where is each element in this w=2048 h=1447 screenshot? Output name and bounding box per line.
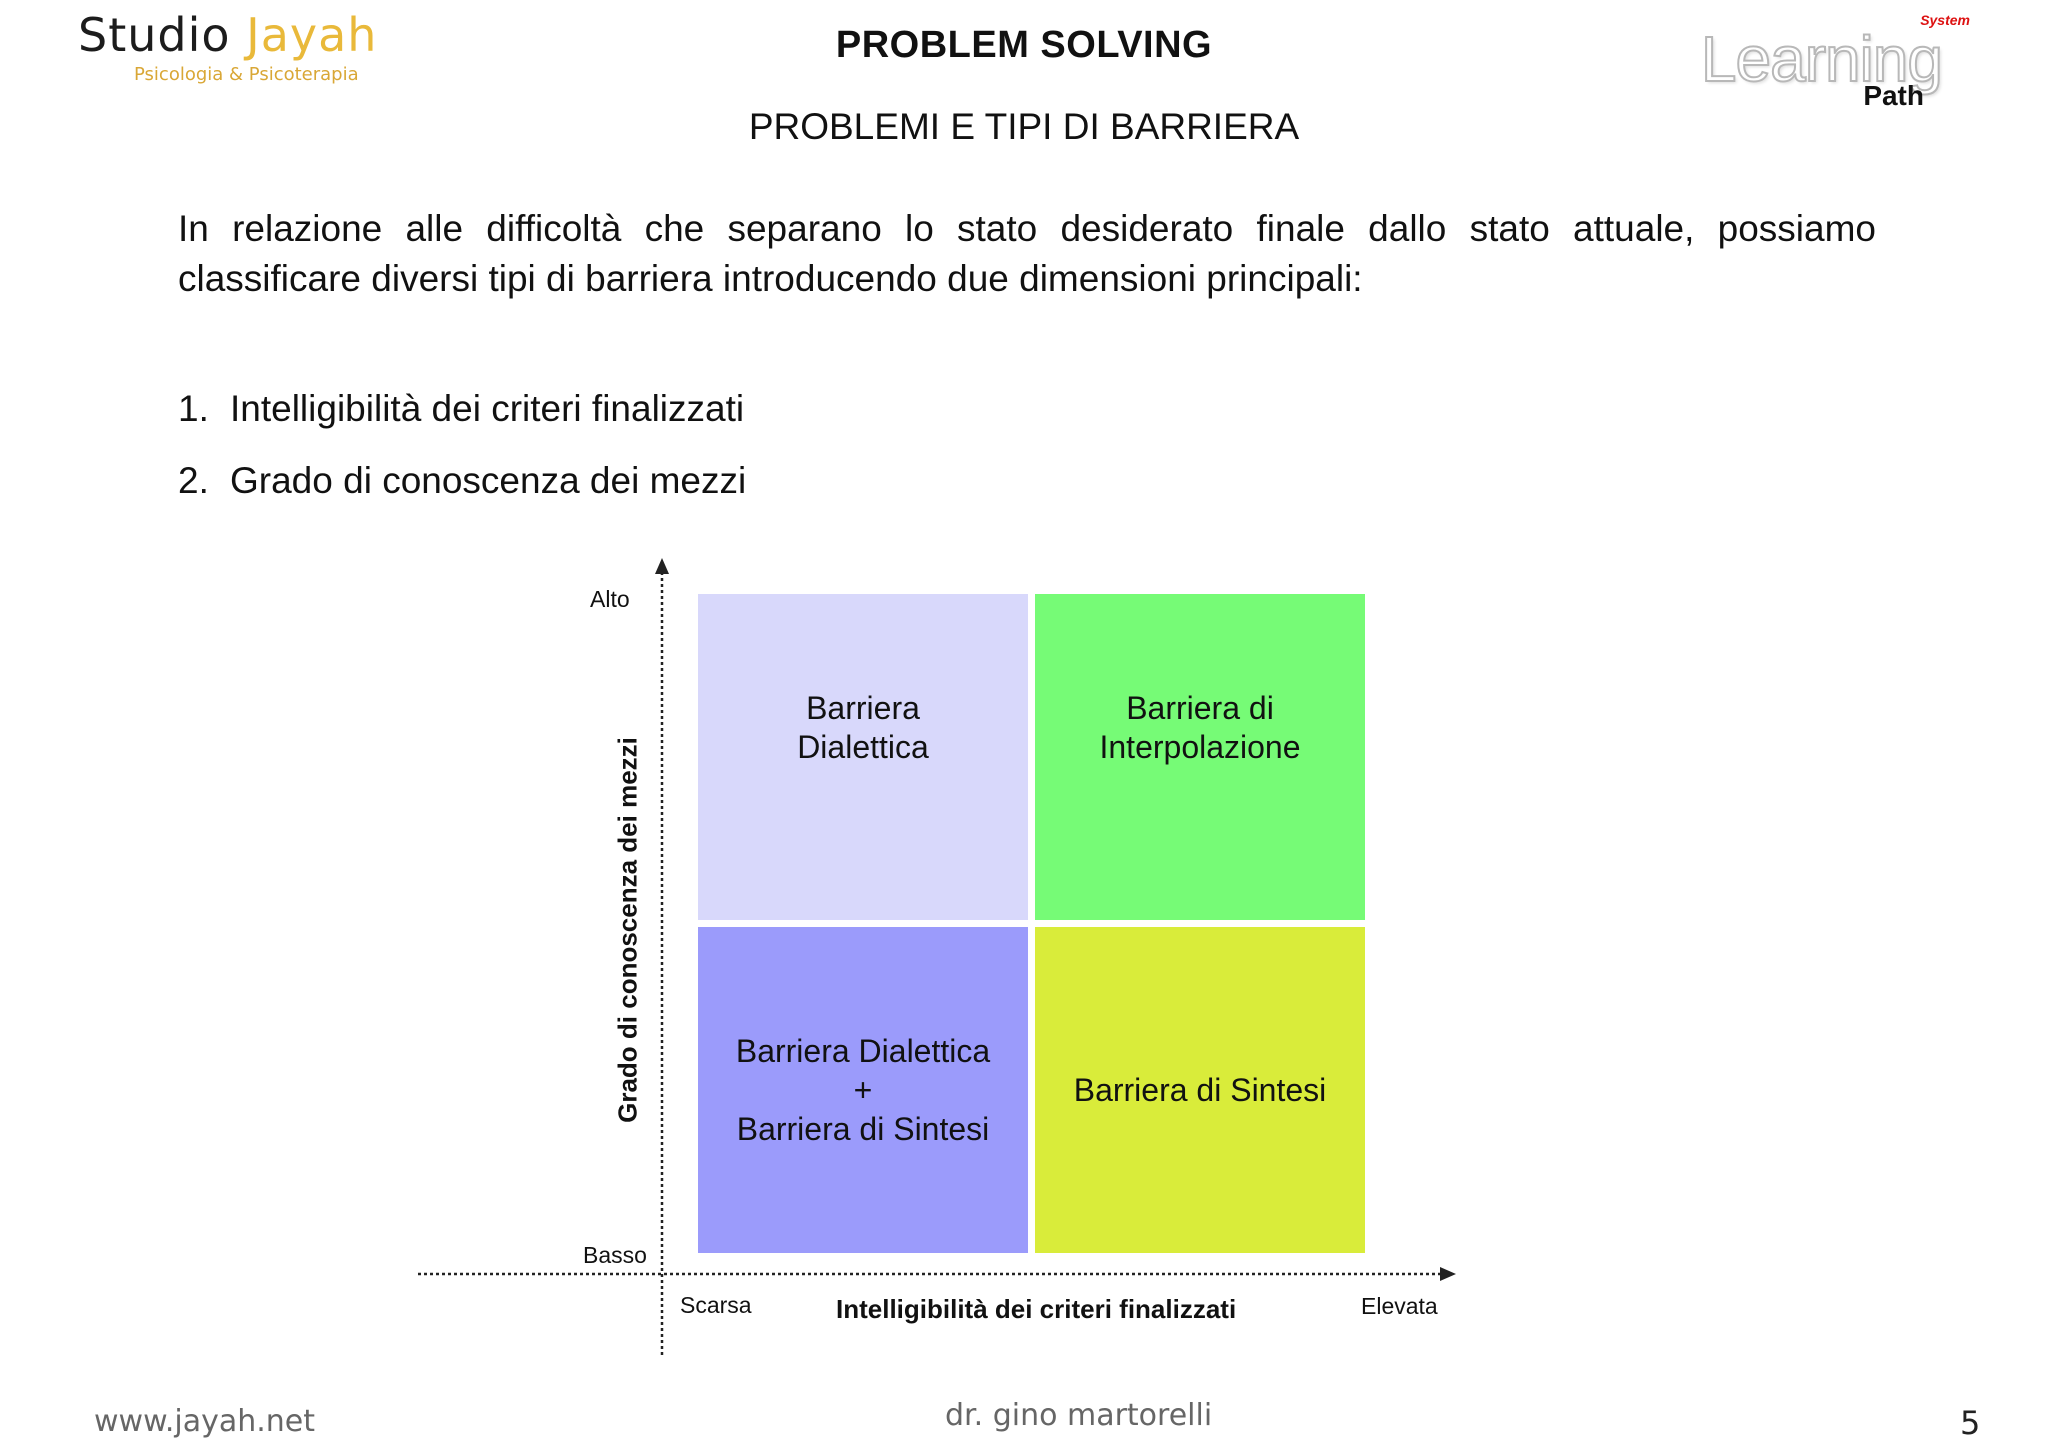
page-subtitle: PROBLEMI E TIPI DI BARRIERA bbox=[748, 106, 1300, 147]
logo-path-text: Path bbox=[1863, 80, 1924, 111]
learning-path-logo: System Learning Path bbox=[1678, 8, 1978, 111]
page-title: PROBLEM SOLVING bbox=[0, 24, 2048, 67]
logo-system-text: System bbox=[1920, 12, 1970, 28]
logo-name: Studio Jayah bbox=[78, 8, 377, 62]
y-axis-low-label: Basso bbox=[583, 1242, 647, 1268]
footer-website: www.jayah.net bbox=[94, 1404, 316, 1439]
quadrant-label-line: Barriera di bbox=[1126, 690, 1274, 726]
page-number: 5 bbox=[1960, 1404, 1981, 1442]
intro-paragraph: In relazione alle difficoltà che separan… bbox=[178, 208, 1876, 299]
logo-name-gold: Jayah bbox=[246, 8, 378, 62]
quadrant-label-line: Barriera di Sintesi bbox=[736, 1110, 990, 1147]
y-axis-high-label: Alto bbox=[590, 586, 630, 612]
logo-name-dark: Studio bbox=[78, 8, 231, 62]
quadrant-label-line: Barriera Dialettica bbox=[735, 1032, 991, 1069]
list-item: 1. Intelligibilità dei criteri finalizzat… bbox=[178, 388, 746, 460]
x-axis-title: Intelligibilità dei criteri finalizzati bbox=[836, 1294, 1237, 1324]
list-item-number: 1. bbox=[178, 388, 209, 429]
logo-subtitle: Psicologia & Psicoterapia bbox=[134, 64, 359, 85]
dimensions-list: 1. Intelligibilità dei criteri finalizzat… bbox=[178, 388, 746, 532]
y-axis-title-text: Grado di conoscenza dei mezzi bbox=[612, 737, 643, 1123]
studio-jayah-logo: Studio Jayah Psicologia & Psicoterapia bbox=[78, 8, 377, 85]
quadrant-barriera-dialettica: Barriera Dialettica bbox=[698, 594, 1028, 920]
page-title-text: PROBLEM SOLVING bbox=[835, 24, 1213, 66]
quadrant-label-line: Interpolazione bbox=[1099, 729, 1301, 765]
y-axis-arrowhead bbox=[655, 558, 669, 574]
x-axis-arrowhead bbox=[1440, 1267, 1456, 1281]
x-axis-high-label: Elevata bbox=[1361, 1293, 1438, 1319]
logo-learning-text: Learning bbox=[1700, 22, 1944, 96]
list-item: 2. Grado di conoscenza dei mezzi bbox=[178, 460, 746, 532]
quadrant-label-line: Dialettica bbox=[797, 729, 929, 765]
quadrant-label-line: Barriera di Sintesi bbox=[1073, 1071, 1327, 1108]
list-item-text: Grado di conoscenza dei mezzi bbox=[230, 460, 747, 501]
quadrant-barriera-sintesi: Barriera di Sintesi bbox=[1035, 927, 1365, 1253]
quadrant-label-line: Barriera bbox=[806, 690, 920, 726]
footer-author: dr. gino martorelli bbox=[945, 1398, 1213, 1433]
list-item-text: Intelligibilità dei criteri finalizzati bbox=[230, 388, 745, 429]
quadrant-dialettica-plus-sintesi: Barriera Dialettica + Barriera di Sintes… bbox=[698, 927, 1028, 1253]
x-axis-low-label: Scarsa bbox=[680, 1292, 752, 1318]
quadrant-barriera-interpolazione: Barriera di Interpolazione bbox=[1035, 594, 1365, 920]
list-item-number: 2. bbox=[178, 460, 209, 501]
quadrant-label-line: + bbox=[853, 1071, 873, 1108]
